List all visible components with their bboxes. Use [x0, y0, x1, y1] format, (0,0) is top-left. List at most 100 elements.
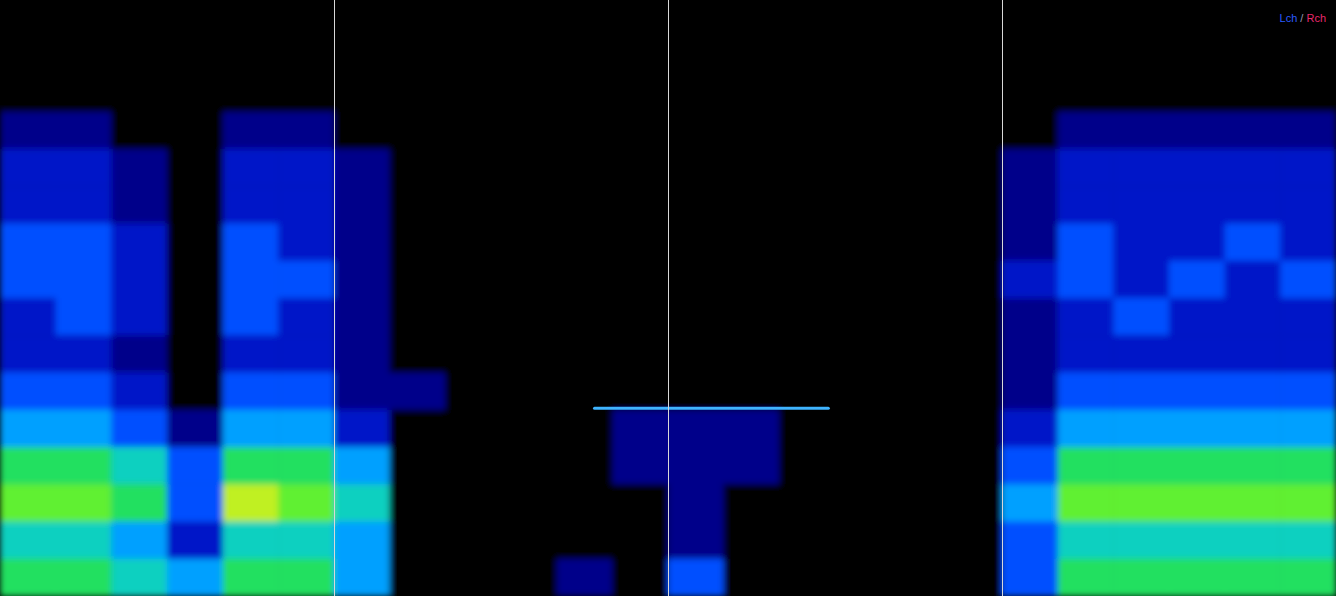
cell — [445, 37, 501, 75]
cell — [779, 261, 835, 299]
cell — [835, 484, 891, 522]
cell — [1002, 75, 1058, 113]
cell — [724, 298, 780, 336]
cell — [334, 149, 390, 187]
cell — [167, 484, 223, 522]
cell — [445, 447, 501, 485]
cell — [56, 112, 112, 150]
cell — [1225, 559, 1281, 596]
cell — [0, 149, 56, 187]
cell — [557, 522, 613, 560]
cell — [946, 149, 1002, 187]
cell — [891, 261, 947, 299]
cell — [0, 37, 56, 75]
cell — [390, 149, 446, 187]
cell — [1002, 149, 1058, 187]
cell — [223, 298, 279, 336]
cell — [1169, 186, 1225, 224]
cell — [779, 0, 835, 38]
cell — [891, 484, 947, 522]
cell — [334, 335, 390, 373]
cell — [612, 37, 668, 75]
cell — [334, 410, 390, 448]
cells — [0, 0, 1336, 596]
cell — [0, 186, 56, 224]
cell — [557, 484, 613, 522]
cell — [724, 112, 780, 150]
cell — [835, 559, 891, 596]
cell — [56, 522, 112, 560]
cell — [724, 0, 780, 38]
cell — [111, 261, 167, 299]
cell — [1058, 149, 1114, 187]
cell — [668, 335, 724, 373]
cell — [779, 559, 835, 596]
cell — [0, 410, 56, 448]
cell — [1280, 186, 1336, 224]
cell — [779, 335, 835, 373]
cell — [1002, 186, 1058, 224]
cell — [111, 410, 167, 448]
cell — [668, 149, 724, 187]
cell — [445, 112, 501, 150]
cell — [835, 522, 891, 560]
cell — [612, 559, 668, 596]
cell — [1058, 298, 1114, 336]
cell — [1225, 112, 1281, 150]
cell — [0, 484, 56, 522]
cell — [1280, 410, 1336, 448]
legend-entry: Rch — [1306, 12, 1326, 24]
cell — [612, 410, 668, 448]
cell — [891, 186, 947, 224]
cell — [891, 112, 947, 150]
cell — [445, 75, 501, 113]
cell — [1225, 75, 1281, 113]
cell — [167, 37, 223, 75]
cell — [56, 224, 112, 262]
cell — [1169, 112, 1225, 150]
cell — [835, 75, 891, 113]
cell — [501, 224, 557, 262]
cell — [501, 186, 557, 224]
cell — [1002, 0, 1058, 38]
cell — [612, 112, 668, 150]
cell — [724, 186, 780, 224]
cell — [1058, 447, 1114, 485]
cell — [724, 75, 780, 113]
cell — [891, 522, 947, 560]
cell — [1058, 0, 1114, 38]
cell — [223, 149, 279, 187]
cell — [278, 373, 334, 411]
cell — [390, 37, 446, 75]
cell — [946, 447, 1002, 485]
cell — [835, 0, 891, 38]
cell — [1058, 75, 1114, 113]
cell — [1280, 559, 1336, 596]
cell — [334, 224, 390, 262]
cell — [946, 224, 1002, 262]
cell — [668, 37, 724, 75]
cell — [223, 447, 279, 485]
cell — [1225, 410, 1281, 448]
cell — [1225, 149, 1281, 187]
cell — [0, 261, 56, 299]
cell — [1002, 261, 1058, 299]
cell — [891, 0, 947, 38]
legend: Lch / Rch — [1280, 12, 1326, 24]
cell — [56, 261, 112, 299]
cell — [724, 373, 780, 411]
cell — [56, 335, 112, 373]
cell — [223, 186, 279, 224]
cell — [946, 522, 1002, 560]
background — [0, 0, 1336, 596]
cell — [390, 522, 446, 560]
cell — [612, 484, 668, 522]
cell — [278, 112, 334, 150]
cell — [167, 112, 223, 150]
cell — [779, 298, 835, 336]
cell — [779, 149, 835, 187]
cell — [334, 37, 390, 75]
cell — [724, 335, 780, 373]
cell — [1280, 522, 1336, 560]
cell — [278, 335, 334, 373]
